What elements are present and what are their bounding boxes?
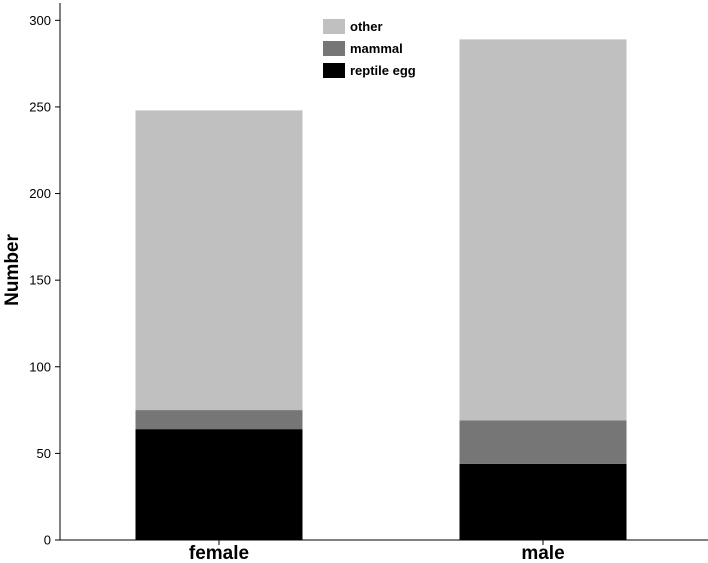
legend-swatch-other [323,19,345,34]
y-tick-label: 150 [29,273,51,288]
legend-swatch-mammal [323,41,345,56]
legend-label-reptile-egg: reptile egg [350,63,416,78]
bar-female-reptile-egg [135,429,303,540]
legend-swatch-reptile-egg [323,63,345,78]
legend: other mammal reptile egg [323,19,416,78]
y-axis-title: Number [2,234,23,306]
y-tick-label: 0 [44,533,51,548]
y-tick-label: 100 [29,359,51,374]
bar-male-other [459,39,627,421]
bar-female-mammal [135,410,303,430]
x-tick-label-male: male [521,543,564,563]
y-tick-label: 50 [37,446,51,461]
bar-male-reptile-egg [459,463,627,540]
y-tick-label: 300 [29,13,51,28]
legend-label-other: other [350,19,383,34]
y-tick-label: 250 [29,99,51,114]
bars-group [135,39,627,540]
y-tick-label: 200 [29,186,51,201]
x-tick-label-female: female [189,543,249,563]
bar-male-mammal [459,420,627,464]
axes-group: 0 50 100 150 200 250 300 female male [29,3,708,563]
legend-label-mammal: mammal [350,41,403,56]
bar-female-other [135,110,303,411]
